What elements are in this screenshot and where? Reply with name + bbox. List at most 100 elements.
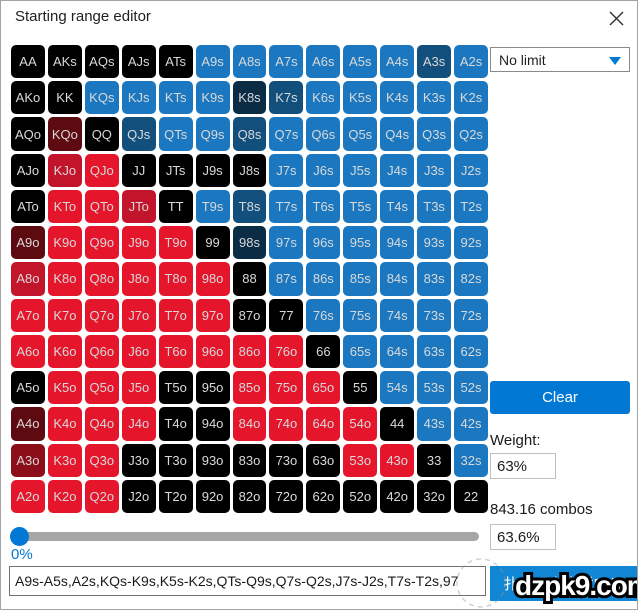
grid-cell-65s[interactable]: 65s bbox=[343, 334, 378, 369]
grid-cell-AKo[interactable]: AKo bbox=[11, 81, 45, 115]
grid-cell-32s[interactable]: 32s bbox=[454, 443, 488, 477]
grid-cell-A9s[interactable]: A9s bbox=[195, 45, 230, 79]
grid-cell-A6o[interactable]: A6o bbox=[11, 334, 45, 369]
grid-cell-76s[interactable]: 76s bbox=[306, 298, 341, 332]
grid-cell-QTo[interactable]: QTo bbox=[84, 189, 119, 224]
grid-cell-T7s[interactable]: T7s bbox=[269, 189, 304, 224]
grid-cell-Q7s[interactable]: Q7s bbox=[269, 117, 304, 151]
grid-cell-62s[interactable]: 62s bbox=[454, 334, 488, 369]
grid-cell-98o[interactable]: 98o bbox=[195, 262, 230, 296]
combos-percent-input[interactable] bbox=[490, 524, 556, 550]
grid-cell-K7s[interactable]: K7s bbox=[269, 81, 304, 115]
grid-cell-J5s[interactable]: J5s bbox=[343, 153, 378, 187]
grid-cell-82o[interactable]: 82o bbox=[232, 479, 267, 513]
grid-cell-J7o[interactable]: J7o bbox=[121, 298, 156, 332]
close-icon[interactable] bbox=[608, 10, 625, 27]
grid-cell-KTo[interactable]: KTo bbox=[47, 189, 82, 224]
grid-cell-A2o[interactable]: A2o bbox=[11, 479, 45, 513]
grid-cell-82s[interactable]: 82s bbox=[454, 262, 488, 296]
grid-cell-KJs[interactable]: KJs bbox=[121, 81, 156, 115]
grid-cell-92o[interactable]: 92o bbox=[195, 479, 230, 513]
grid-cell-KK[interactable]: KK bbox=[47, 81, 82, 115]
range-text-input[interactable] bbox=[9, 566, 486, 596]
grid-cell-Q9s[interactable]: Q9s bbox=[195, 117, 230, 151]
grid-cell-T5s[interactable]: T5s bbox=[343, 189, 378, 224]
grid-cell-Q2o[interactable]: Q2o bbox=[84, 479, 119, 513]
grid-cell-86s[interactable]: 86s bbox=[306, 262, 341, 296]
grid-cell-A7s[interactable]: A7s bbox=[269, 45, 304, 79]
weight-slider-track[interactable] bbox=[11, 532, 479, 541]
grid-cell-T9o[interactable]: T9o bbox=[158, 226, 193, 260]
grid-cell-J2o[interactable]: J2o bbox=[121, 479, 156, 513]
grid-cell-75s[interactable]: 75s bbox=[343, 298, 378, 332]
grid-cell-QJo[interactable]: QJo bbox=[84, 153, 119, 187]
grid-cell-Q8s[interactable]: Q8s bbox=[232, 117, 267, 151]
grid-cell-AQs[interactable]: AQs bbox=[84, 45, 119, 79]
grid-cell-Q3s[interactable]: Q3s bbox=[417, 117, 452, 151]
grid-cell-76o[interactable]: 76o bbox=[269, 334, 304, 369]
grid-cell-TT[interactable]: TT bbox=[158, 189, 193, 224]
grid-cell-42s[interactable]: 42s bbox=[454, 407, 488, 441]
grid-cell-44[interactable]: 44 bbox=[380, 407, 415, 441]
grid-cell-QJs[interactable]: QJs bbox=[121, 117, 156, 151]
grid-cell-J4o[interactable]: J4o bbox=[121, 407, 156, 441]
grid-cell-J9s[interactable]: J9s bbox=[195, 153, 230, 187]
grid-cell-A4o[interactable]: A4o bbox=[11, 407, 45, 441]
grid-cell-T2s[interactable]: T2s bbox=[454, 189, 488, 224]
grid-cell-95s[interactable]: 95s bbox=[343, 226, 378, 260]
grid-cell-J2s[interactable]: J2s bbox=[454, 153, 488, 187]
grid-cell-43o[interactable]: 43o bbox=[380, 443, 415, 477]
grid-cell-K8s[interactable]: K8s bbox=[232, 81, 267, 115]
grid-cell-22[interactable]: 22 bbox=[454, 479, 488, 513]
grid-cell-84o[interactable]: 84o bbox=[232, 407, 267, 441]
grid-cell-Q6s[interactable]: Q6s bbox=[306, 117, 341, 151]
grid-cell-62o[interactable]: 62o bbox=[306, 479, 341, 513]
grid-cell-Q5s[interactable]: Q5s bbox=[343, 117, 378, 151]
grid-cell-J8s[interactable]: J8s bbox=[232, 153, 267, 187]
grid-cell-96o[interactable]: 96o bbox=[195, 334, 230, 369]
grid-cell-K4o[interactable]: K4o bbox=[47, 407, 82, 441]
grid-cell-53s[interactable]: 53s bbox=[417, 371, 452, 405]
grid-cell-43s[interactable]: 43s bbox=[417, 407, 452, 441]
grid-cell-85o[interactable]: 85o bbox=[232, 371, 267, 405]
grid-cell-K2o[interactable]: K2o bbox=[47, 479, 82, 513]
grid-cell-93s[interactable]: 93s bbox=[417, 226, 452, 260]
grid-cell-32o[interactable]: 32o bbox=[417, 479, 452, 513]
grid-cell-Q5o[interactable]: Q5o bbox=[84, 371, 119, 405]
grid-cell-AQo[interactable]: AQo bbox=[11, 117, 45, 151]
grid-cell-87o[interactable]: 87o bbox=[232, 298, 267, 332]
grid-cell-65o[interactable]: 65o bbox=[306, 371, 341, 405]
grid-cell-97o[interactable]: 97o bbox=[195, 298, 230, 332]
grid-cell-K5o[interactable]: K5o bbox=[47, 371, 82, 405]
grid-cell-96s[interactable]: 96s bbox=[306, 226, 341, 260]
grid-cell-T4s[interactable]: T4s bbox=[380, 189, 415, 224]
grid-cell-A3s[interactable]: A3s bbox=[417, 45, 452, 79]
grid-cell-88[interactable]: 88 bbox=[232, 262, 267, 296]
grid-cell-42o[interactable]: 42o bbox=[380, 479, 415, 513]
grid-cell-K5s[interactable]: K5s bbox=[343, 81, 378, 115]
grid-cell-J7s[interactable]: J7s bbox=[269, 153, 304, 187]
grid-cell-A3o[interactable]: A3o bbox=[11, 443, 45, 477]
grid-cell-QTs[interactable]: QTs bbox=[158, 117, 193, 151]
grid-cell-KJo[interactable]: KJo bbox=[47, 153, 82, 187]
grid-cell-JJ[interactable]: JJ bbox=[121, 153, 156, 187]
grid-cell-ATo[interactable]: ATo bbox=[11, 189, 45, 224]
grid-cell-66[interactable]: 66 bbox=[306, 334, 341, 369]
grid-cell-53o[interactable]: 53o bbox=[343, 443, 378, 477]
grid-cell-95o[interactable]: 95o bbox=[195, 371, 230, 405]
grid-cell-93o[interactable]: 93o bbox=[195, 443, 230, 477]
grid-cell-77[interactable]: 77 bbox=[269, 298, 304, 332]
grid-cell-72o[interactable]: 72o bbox=[269, 479, 304, 513]
grid-cell-KQs[interactable]: KQs bbox=[84, 81, 119, 115]
grid-cell-JTs[interactable]: JTs bbox=[158, 153, 193, 187]
grid-cell-Q8o[interactable]: Q8o bbox=[84, 262, 119, 296]
weight-slider-thumb[interactable] bbox=[10, 527, 29, 546]
grid-cell-T7o[interactable]: T7o bbox=[158, 298, 193, 332]
grid-cell-J9o[interactable]: J9o bbox=[121, 226, 156, 260]
grid-cell-J6s[interactable]: J6s bbox=[306, 153, 341, 187]
grid-cell-87s[interactable]: 87s bbox=[269, 262, 304, 296]
grid-cell-Q4o[interactable]: Q4o bbox=[84, 407, 119, 441]
grid-cell-98s[interactable]: 98s bbox=[232, 226, 267, 260]
grid-cell-83o[interactable]: 83o bbox=[232, 443, 267, 477]
grid-cell-AA[interactable]: AA bbox=[11, 45, 45, 79]
